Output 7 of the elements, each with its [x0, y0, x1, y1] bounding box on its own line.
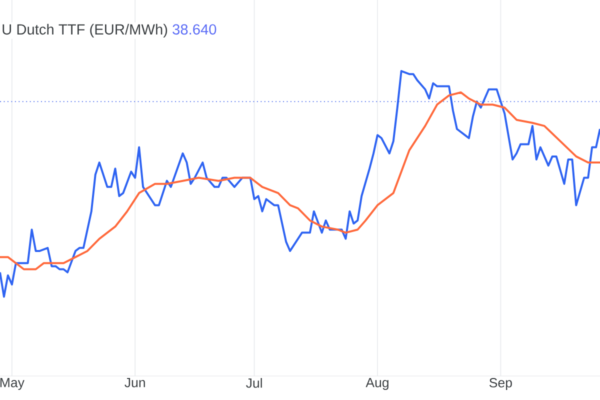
chart-title: U Dutch TTF (EUR/MWh) [2, 24, 168, 38]
x-tick-label: Jun [124, 378, 145, 388]
x-tick-label: Aug [366, 378, 388, 390]
x-tick-label: Sep [489, 378, 512, 390]
chart-subtitle: 38.640 [172, 24, 216, 35]
x-tick-label: Jul [246, 378, 262, 388]
x-tick-label: May [0, 378, 24, 390]
